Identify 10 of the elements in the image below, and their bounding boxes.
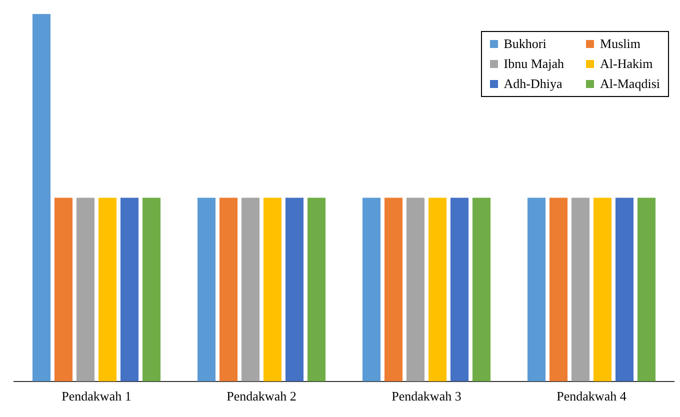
legend-label: Al-Hakim bbox=[600, 56, 653, 72]
legend-label: Ibnu Majah bbox=[504, 56, 564, 72]
legend-label: Muslim bbox=[600, 36, 641, 52]
x-tick-label: Pendakwah 3 bbox=[392, 388, 462, 404]
x-tick-label: Pendakwah 2 bbox=[226, 388, 296, 404]
x-tick-label: Pendakwah 1 bbox=[62, 388, 132, 404]
legend-label: Adh-Dhiya bbox=[504, 76, 562, 92]
legend-label: Al-Maqdisi bbox=[600, 76, 660, 92]
x-tick-label: Pendakwah 4 bbox=[556, 388, 627, 404]
legend-label: Bukhori bbox=[504, 36, 546, 52]
